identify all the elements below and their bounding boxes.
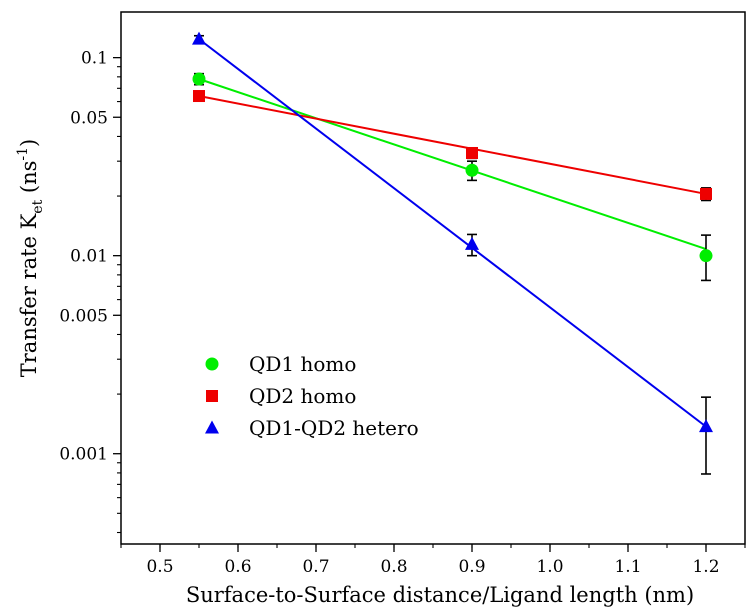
y-tick-label: 0.1 <box>81 49 108 69</box>
x-tick-label: 1.1 <box>614 557 641 577</box>
y-tick-label: 0.05 <box>70 108 108 128</box>
y-tick-label: 0.001 <box>59 445 108 465</box>
data-point <box>465 163 479 177</box>
data-point <box>700 187 712 200</box>
x-tick-label: 1.2 <box>692 557 719 577</box>
x-tick-label: 0.7 <box>302 557 329 577</box>
x-tick-label: 0.9 <box>458 557 485 577</box>
y-axis-title-main: Transfer rate K <box>17 213 41 377</box>
legend: QD1 homo QD2 homo QD1-QD2 hetero <box>205 352 419 440</box>
fit-line <box>198 38 707 428</box>
legend-label: QD2 homo <box>249 384 356 408</box>
data-point <box>465 236 479 250</box>
legend-label: QD1 homo <box>249 352 356 376</box>
error-bars <box>194 34 711 475</box>
y-axis-title-unit-open: (ns <box>17 161 41 200</box>
data-markers <box>192 31 713 433</box>
data-point <box>699 249 713 263</box>
x-tick-label: 0.6 <box>224 557 251 577</box>
y-tick-label: 0.01 <box>70 247 108 267</box>
y-axis-title-unit-close: ) <box>17 139 41 147</box>
fit-line <box>198 95 707 195</box>
y-axis-title: Transfer rate Ket (ns-1) <box>15 139 46 378</box>
y-axis-title-superscript: -1 <box>15 147 31 161</box>
data-point <box>699 419 713 433</box>
legend-label: QD1-QD2 hetero <box>249 416 419 440</box>
data-point <box>193 90 205 103</box>
fit-lines <box>198 38 707 428</box>
legend-marker <box>205 420 219 434</box>
fit-line <box>198 78 707 251</box>
data-point <box>192 31 206 45</box>
x-tick-label: 1.0 <box>536 557 563 577</box>
legend-marker <box>206 390 218 402</box>
x-tick-label: 0.5 <box>146 557 173 577</box>
x-tick-label: 0.8 <box>380 557 407 577</box>
plot-frame <box>120 11 746 545</box>
x-axis-title: Surface-to-Surface distance/Ligand lengt… <box>186 583 694 607</box>
data-point <box>192 72 206 86</box>
y-axis-title-subscript: et <box>30 199 46 213</box>
legend-marker <box>205 357 219 371</box>
y-tick-label: 0.005 <box>59 306 108 326</box>
axes: 0.5 0.6 0.7 0.8 0.9 1.0 1.1 1.2 0.1 0.05 0.01 0.005… <box>59 11 746 577</box>
data-point <box>466 146 478 159</box>
